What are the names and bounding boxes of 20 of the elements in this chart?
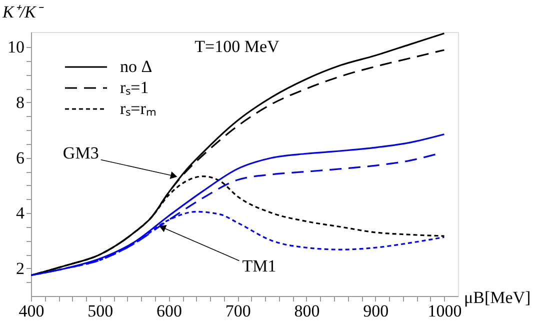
x-tick-label: 600	[156, 302, 182, 320]
annotation: TM1	[242, 256, 276, 276]
y-axis-title: K⁺/K⁻	[2, 2, 44, 22]
y-tick-label: 4	[16, 204, 25, 223]
annotation: T=100 MeV	[194, 37, 280, 56]
legend-label: rₛ=rₘ	[120, 99, 156, 118]
y-tick-label: 6	[16, 148, 24, 168]
x-tick-label: 500	[88, 302, 114, 320]
annotation: GM3	[62, 144, 99, 163]
y-tick-label: 10	[8, 38, 24, 57]
x-axis-title: μB[MeV]	[464, 288, 531, 307]
x-tick-label: 400	[18, 302, 44, 320]
x-tick-label: 800	[294, 302, 320, 320]
x-tick-label: 900	[363, 302, 389, 320]
legend-label: no Δ	[120, 57, 152, 76]
legend-label: rₛ=1	[120, 78, 149, 97]
y-tick-label: 8	[16, 92, 24, 112]
x-tick-label: 700	[225, 302, 251, 320]
x-tick-label: 1000	[428, 302, 462, 320]
y-tick-label: 2	[16, 258, 24, 278]
